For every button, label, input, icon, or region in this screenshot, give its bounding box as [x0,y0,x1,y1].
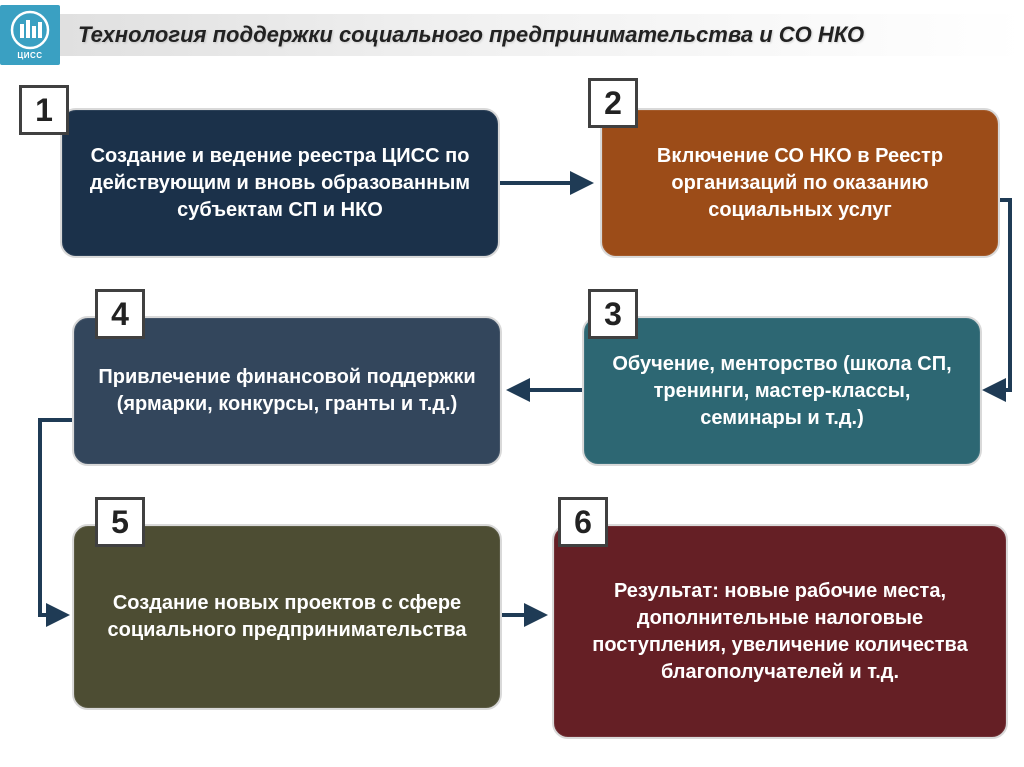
step-4-text: Привлечение финансовой поддержки (ярмарк… [98,364,475,418]
step-2-text: Включение СО НКО в Реестр организаций по… [624,143,976,224]
step-6-number: 6 [558,497,608,547]
step-5-text: Создание новых проектов с сфере социальн… [96,590,478,644]
step-5-box: Создание новых проектов с сфере социальн… [72,524,502,710]
step-1-text: Создание и ведение реестра ЦИСС по дейст… [84,143,476,224]
step-4-number: 4 [95,289,145,339]
step-5-number: 5 [95,497,145,547]
step-1-box: Создание и ведение реестра ЦИСС по дейст… [60,108,500,258]
step-6-box: Результат: новые рабочие места, дополнит… [552,524,1008,739]
step-6-text: Результат: новые рабочие места, дополнит… [576,578,984,686]
step-3-box: Обучение, менторство (школа СП, тренинги… [582,316,982,466]
step-2-number: 2 [588,78,638,128]
step-3-text: Обучение, менторство (школа СП, тренинги… [606,351,958,432]
step-3-number: 3 [588,289,638,339]
step-2-box: Включение СО НКО в Реестр организаций по… [600,108,1000,258]
step-1-number: 1 [19,85,69,135]
arrow-4-to-5 [40,420,72,615]
diagram-canvas: Создание и ведение реестра ЦИСС по дейст… [0,0,1024,767]
